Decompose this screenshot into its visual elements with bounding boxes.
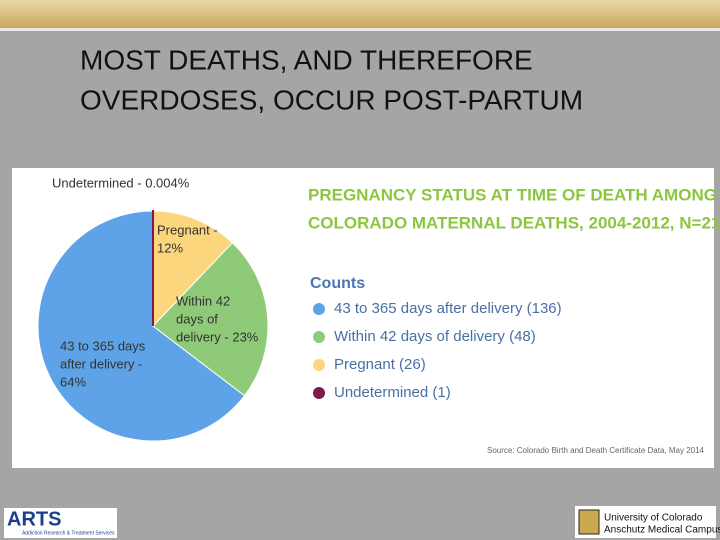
legend-swatch	[313, 359, 325, 371]
legend-swatch	[313, 303, 325, 315]
legend-swatch	[313, 331, 325, 343]
chart-title: PREGNANCY STATUS AT TIME OF DEATH AMONG	[308, 185, 717, 204]
logo-text: University of Colorado	[604, 513, 703, 524]
slice-label: Undetermined - 0.004%	[52, 175, 190, 190]
logo: ARTS	[7, 508, 61, 530]
slice-label: 12%	[157, 240, 183, 255]
source: Source: Colorado Birth and Death Certifi…	[487, 446, 705, 455]
legend-label: Within 42 days of delivery (48)	[334, 328, 536, 345]
legend-label: Undetermined (1)	[334, 384, 451, 401]
pie-slice	[152, 210, 234, 328]
slice-label: 43 to 365 days	[60, 338, 146, 353]
top-rule	[0, 28, 720, 31]
pie-slice	[37, 210, 246, 442]
slide-title: MOST DEATHS, AND THEREFORE	[80, 44, 533, 75]
slice-label: 64%	[60, 374, 86, 389]
logo-box	[4, 508, 117, 538]
legend-swatch	[313, 387, 325, 399]
legend-title: Counts	[310, 275, 365, 292]
slice-label: delivery - 23%	[176, 329, 259, 344]
logo-sub: Addiction Research & Treatment Services	[22, 530, 115, 536]
chart-title: COLORADO MATERNAL DEATHS, 2004-2012, N=2…	[308, 213, 720, 232]
legend-label: Pregnant (26)	[334, 356, 426, 373]
top-band	[0, 0, 720, 28]
logo-mark	[578, 509, 600, 535]
slice-label: days of	[176, 311, 218, 326]
logo-text: Anschutz Medical Campus	[604, 525, 720, 536]
pie-slice	[152, 242, 269, 397]
legend-label: 43 to 365 days after delivery (136)	[334, 300, 562, 317]
slice-label: Within 42	[176, 293, 230, 308]
slide-title: OVERDOSES, OCCUR POST-PARTUM	[80, 84, 583, 115]
slice-label: Pregnant -	[157, 222, 218, 237]
slice-label: after delivery -	[60, 356, 142, 371]
